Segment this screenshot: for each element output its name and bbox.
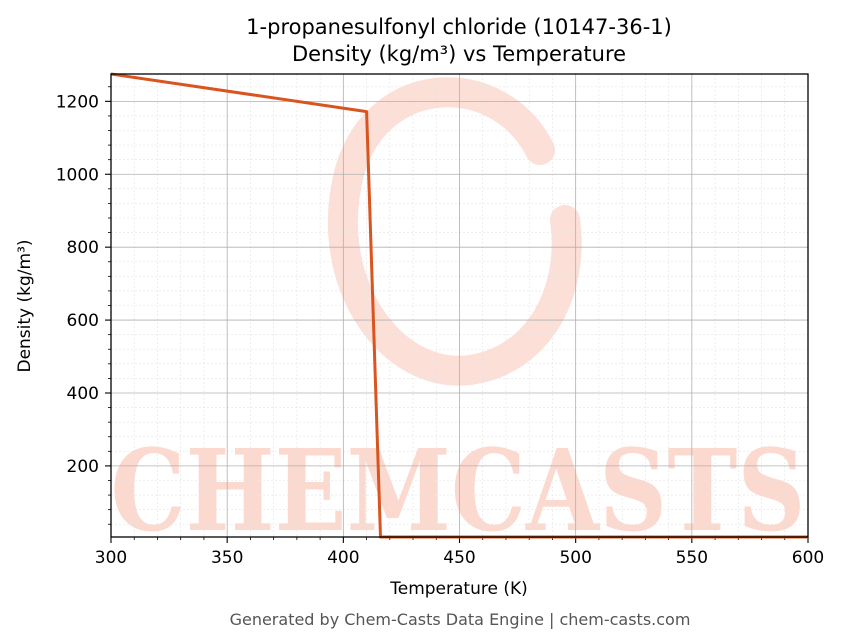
y-tick-label: 400: [67, 384, 99, 404]
chemcasts-watermark: CHEMCASTS: [111, 77, 806, 557]
watermark-text: CHEMCASTS: [111, 426, 806, 557]
watermark-swirl: [327, 77, 582, 386]
x-tick-label: 450: [443, 548, 475, 568]
x-tick-label: 600: [792, 548, 824, 568]
chart-subtitle: Density (kg/m³) vs Temperature: [292, 42, 626, 66]
y-tick-label: 800: [67, 238, 99, 258]
y-tick-label: 1000: [56, 165, 99, 185]
x-tick-label: 350: [211, 548, 243, 568]
x-tick-label: 300: [95, 548, 127, 568]
x-tick-label: 550: [676, 548, 708, 568]
y-tick-label: 200: [67, 457, 99, 477]
plot-frame: [110, 73, 809, 538]
y-axis-label: Density (kg/m³): [15, 239, 35, 372]
footer-credit: Generated by Chem-Casts Data Engine | ch…: [230, 610, 691, 629]
chart-title: 1-propanesulfonyl chloride (10147-36-1): [246, 15, 672, 39]
y-tick-label: 600: [67, 311, 99, 331]
x-tick-label: 400: [327, 548, 359, 568]
x-tick-label: 500: [559, 548, 591, 568]
x-axis-label: Temperature (K): [389, 579, 528, 599]
y-tick-label: 1200: [56, 92, 99, 112]
tick-labels: 300 350 400 450 500 550 600 200 400 600 800 1000 120…: [56, 92, 824, 568]
